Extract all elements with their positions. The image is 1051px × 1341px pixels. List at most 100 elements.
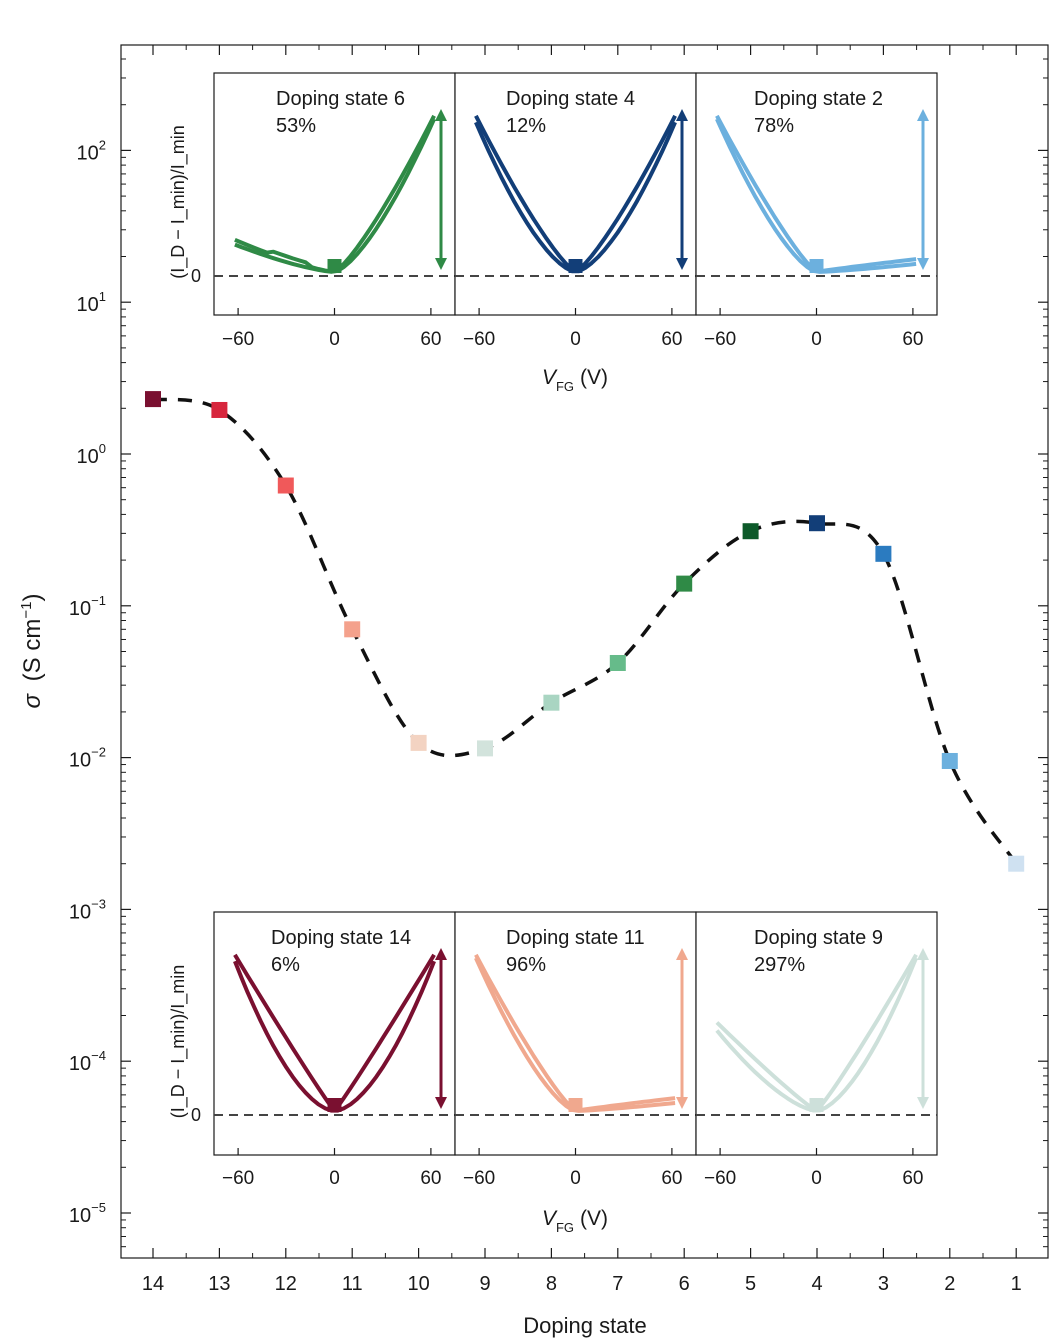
inset-percentage: 297% — [754, 954, 805, 976]
inset-panel: Doping state 6 53% −60 0 60 — [213, 72, 456, 350]
inset-x-tick-label: 0 — [329, 1168, 340, 1189]
arrow-head-up — [435, 948, 447, 960]
arrow-head-down — [676, 1097, 688, 1109]
main-y-axis-label: σ (S cm−1) — [18, 594, 46, 709]
arrow-head-down — [435, 1097, 447, 1109]
data-point-state-8 — [543, 694, 560, 711]
x-tick-label: 9 — [479, 1273, 490, 1295]
data-point-state-10 — [410, 734, 427, 751]
data-point-state-14 — [145, 391, 161, 408]
inset-x-tick-label: −60 — [463, 329, 495, 350]
x-tick-label: 3 — [878, 1273, 889, 1295]
main-x-axis-label: Doping state — [523, 1313, 647, 1338]
y-tick-label: 101 — [77, 289, 106, 316]
y-tick-label: 10−2 — [69, 745, 106, 772]
arrow-head-up — [435, 109, 447, 121]
inset-x-tick-label: 0 — [811, 329, 822, 350]
inset-y-axis-label: (I_D − I_min)/I_min — [168, 965, 189, 1119]
inset-panel: Doping state 4 12% −60 0 60 — [454, 72, 697, 350]
inset-x-tick-label: −60 — [704, 1168, 736, 1189]
arrow-head-up — [917, 948, 929, 960]
inset-row-bottom: Doping state 14 6% −60 0 60 Doping state 11 96… — [168, 911, 938, 1235]
y-tick-label: 100 — [77, 441, 106, 468]
x-tick-label: 7 — [612, 1273, 623, 1295]
x-tick-label: 4 — [811, 1273, 822, 1295]
x-tick-label: 2 — [944, 1273, 955, 1295]
inset-x-tick-label: 60 — [661, 1168, 682, 1189]
inset-percentage: 53% — [276, 115, 316, 137]
inset-title: Doping state 4 — [506, 88, 635, 110]
data-point-state-2 — [941, 752, 958, 769]
inset-y-zero-label: 0 — [191, 266, 201, 286]
arrow-head-down — [435, 258, 447, 270]
inset-x-tick-label: 60 — [661, 329, 682, 350]
data-point-state-3 — [875, 545, 892, 562]
data-point-state-11 — [344, 621, 361, 638]
arrow-head-down — [917, 258, 929, 270]
inset-x-tick-label: 0 — [570, 1168, 581, 1189]
arrow-head-down — [917, 1097, 929, 1109]
data-point-state-12 — [277, 477, 294, 494]
inset-title: Doping state 14 — [271, 927, 411, 949]
inset-min-marker — [809, 1098, 824, 1112]
y-tick-label: 102 — [77, 137, 106, 164]
inset-panel: Doping state 14 6% −60 0 60 — [213, 911, 456, 1189]
data-point-state-5 — [742, 523, 759, 540]
inset-panel: Doping state 11 96% −60 0 60 — [454, 911, 697, 1189]
inset-x-tick-label: 60 — [420, 1168, 441, 1189]
data-point-state-1 — [1008, 855, 1025, 872]
inset-x-tick-label: 0 — [811, 1168, 822, 1189]
inset-x-tick-label: 60 — [902, 1168, 923, 1189]
x-tick-label: 12 — [275, 1273, 297, 1295]
x-tick-label: 14 — [142, 1273, 164, 1295]
data-point-state-7 — [609, 654, 626, 671]
inset-x-tick-label: 0 — [570, 329, 581, 350]
main-dashed-line — [152, 397, 1018, 865]
x-tick-label: 1 — [1011, 1273, 1022, 1295]
x-tick-label: 8 — [546, 1273, 557, 1295]
y-tick-label: 10−4 — [69, 1048, 106, 1075]
inset-x-axis-label: VFG (V) — [542, 366, 608, 394]
inset-x-axis-label: VFG (V) — [542, 1207, 608, 1235]
inset-percentage: 78% — [754, 115, 794, 137]
inset-y-zero-label: 0 — [191, 1105, 201, 1125]
inset-panel: Doping state 9 297% −60 0 60 — [695, 911, 938, 1189]
arrow-head-down — [676, 258, 688, 270]
inset-min-marker — [327, 259, 342, 273]
arrow-head-up — [917, 109, 929, 121]
inset-percentage: 96% — [506, 954, 546, 976]
inset-x-tick-label: −60 — [222, 329, 254, 350]
arrow-head-up — [676, 109, 688, 121]
data-point-state-13 — [211, 401, 228, 418]
main-data-points — [145, 391, 1025, 872]
x-tick-label: 11 — [342, 1273, 363, 1295]
inset-min-marker — [568, 259, 583, 273]
y-tick-label: 10−5 — [69, 1200, 106, 1227]
arrow-head-up — [676, 948, 688, 960]
inset-x-tick-label: 60 — [420, 329, 441, 350]
inset-frame — [213, 72, 456, 316]
data-point-state-6 — [676, 575, 693, 592]
inset-min-marker — [327, 1098, 342, 1112]
inset-title: Doping state 11 — [506, 927, 645, 949]
inset-percentage: 12% — [506, 115, 546, 137]
inset-row-top: Doping state 6 53% −60 0 60 Doping state 4 12%… — [168, 72, 938, 394]
sigma-trend-line — [152, 397, 1018, 865]
inset-frame — [695, 72, 938, 316]
inset-panel: Doping state 2 78% −60 0 60 — [695, 72, 938, 350]
inset-title: Doping state 6 — [276, 88, 405, 110]
y-tick-label: 10−1 — [69, 593, 106, 620]
inset-x-tick-label: −60 — [222, 1168, 254, 1189]
inset-x-tick-label: 60 — [902, 329, 923, 350]
y-tick-label: 10−3 — [69, 896, 106, 923]
x-tick-label: 5 — [745, 1273, 756, 1295]
inset-title: Doping state 9 — [754, 927, 883, 949]
x-tick-label: 13 — [208, 1273, 230, 1295]
x-tick-label: 10 — [407, 1273, 429, 1295]
x-tick-label: 6 — [679, 1273, 690, 1295]
inset-percentage: 6% — [271, 954, 300, 976]
data-point-state-9 — [477, 740, 493, 757]
inset-x-tick-label: −60 — [463, 1168, 495, 1189]
